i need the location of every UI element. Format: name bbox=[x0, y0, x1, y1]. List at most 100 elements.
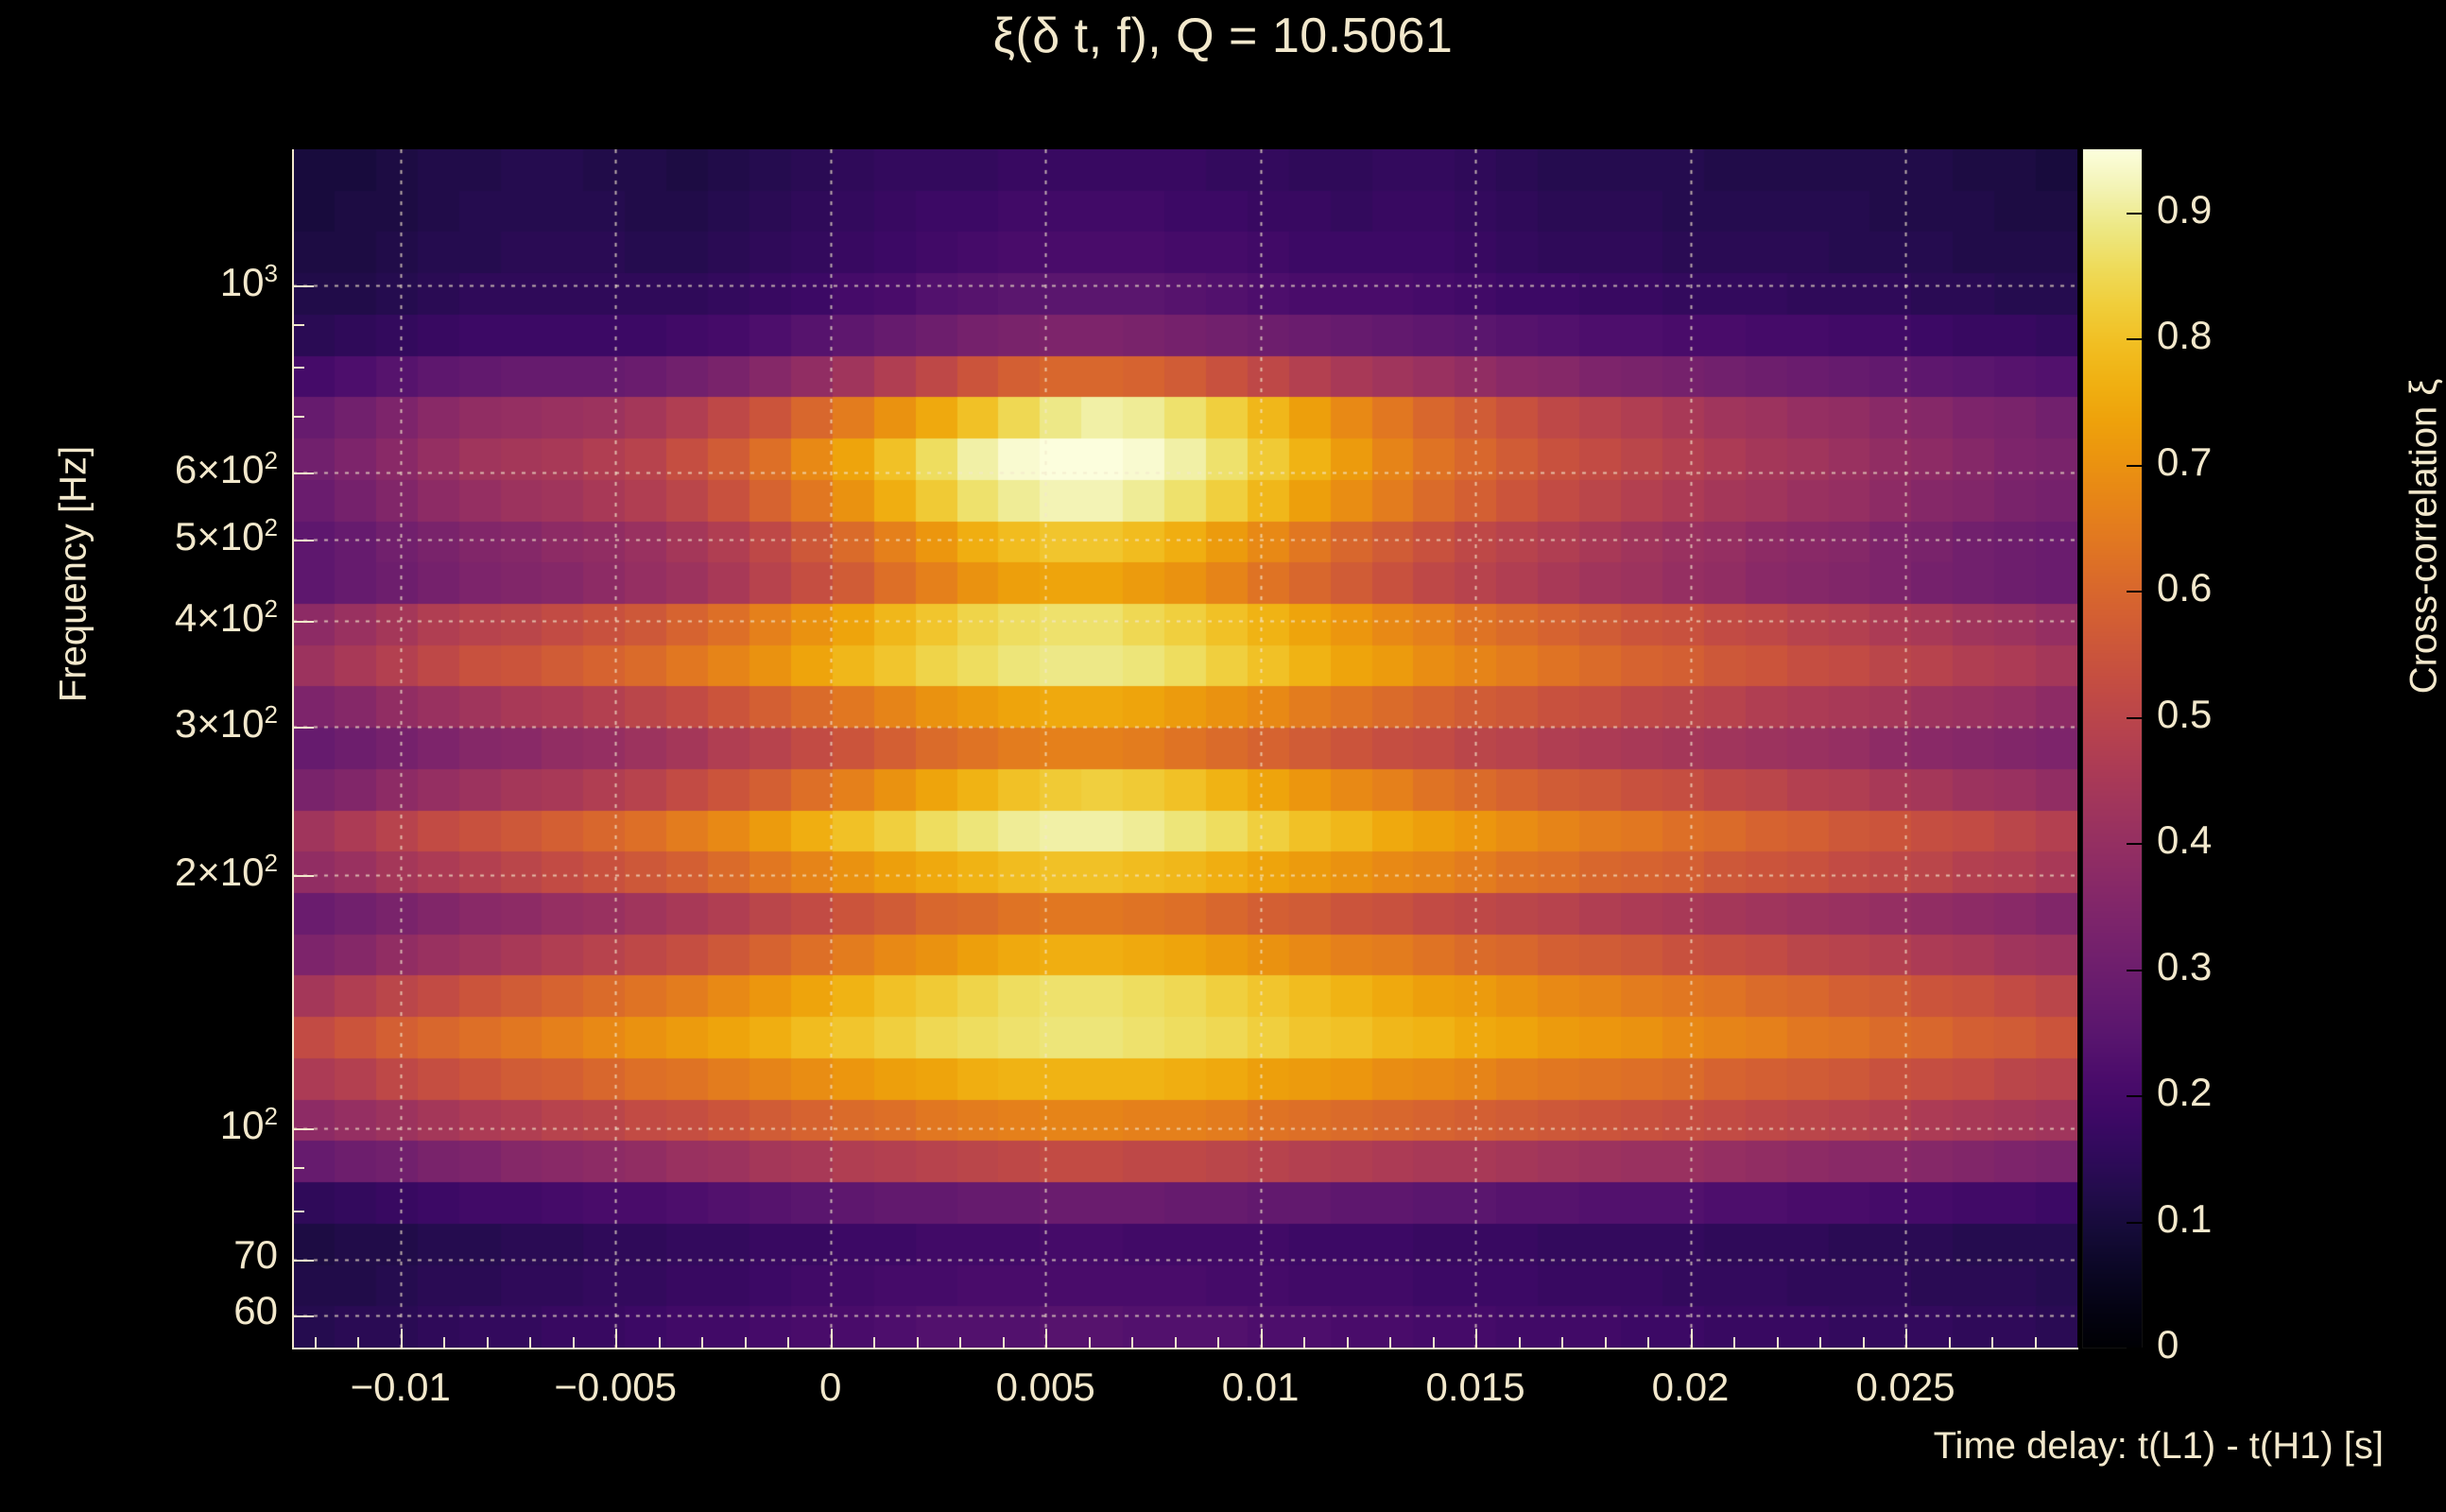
y-tick-minor-mark bbox=[293, 874, 304, 877]
x-tick-minor-mark bbox=[1604, 1337, 1607, 1348]
y-tick-label: 2×102 bbox=[174, 848, 278, 894]
y-tick-minor-mark bbox=[293, 323, 304, 326]
x-tick-minor-mark bbox=[529, 1337, 532, 1348]
x-tick-minor-mark bbox=[1518, 1337, 1521, 1348]
x-tick-minor-mark bbox=[1389, 1337, 1392, 1348]
y-axis-line bbox=[292, 149, 294, 1349]
x-tick-minor-mark bbox=[1002, 1337, 1005, 1348]
x-tick-minor-mark bbox=[357, 1337, 360, 1348]
x-tick-label: 0 bbox=[818, 1365, 842, 1409]
x-tick-label: −0.005 bbox=[554, 1365, 678, 1409]
y-axis-title: Frequency [Hz] bbox=[52, 445, 95, 703]
colorbar-tick-mark bbox=[2127, 969, 2144, 971]
x-axis-title: Time delay: t(L1) - t(H1) [s] bbox=[1933, 1425, 2384, 1467]
colorbar-tick-mark bbox=[2127, 212, 2144, 215]
x-tick-label: 0.025 bbox=[1855, 1365, 1955, 1409]
x-axis-line bbox=[292, 1348, 2078, 1349]
x-tick-minor-mark bbox=[1561, 1337, 1564, 1348]
colorbar-tick-mark bbox=[2127, 716, 2144, 719]
colorbar-tick-mark bbox=[2127, 338, 2144, 341]
x-tick-minor-mark bbox=[701, 1337, 704, 1348]
colorbar-tick-label: 0.8 bbox=[2157, 313, 2213, 358]
x-tick-label: 0.005 bbox=[995, 1365, 1095, 1409]
y-tick-mark bbox=[293, 1128, 314, 1131]
colorbar-tick-mark bbox=[2127, 591, 2144, 593]
x-tick-minor-mark bbox=[572, 1337, 575, 1348]
colorbar-tick-mark bbox=[2127, 1221, 2144, 1224]
x-tick-label: 0.02 bbox=[1651, 1365, 1730, 1409]
y-tick-minor-mark bbox=[293, 726, 304, 729]
x-tick-minor-mark bbox=[1303, 1337, 1306, 1348]
x-tick-minor-mark bbox=[1733, 1337, 1736, 1348]
colorbar-tick-mark bbox=[2127, 1095, 2144, 1098]
x-tick-minor-mark bbox=[1948, 1337, 1951, 1348]
colorbar-tick-label: 0.7 bbox=[2157, 438, 2213, 484]
y-tick-label: 103 bbox=[219, 258, 278, 304]
x-tick-minor-mark bbox=[1088, 1337, 1091, 1348]
x-tick-minor-mark bbox=[916, 1337, 919, 1348]
x-tick-minor-mark bbox=[1217, 1337, 1220, 1348]
y-tick-minor-mark bbox=[293, 416, 304, 419]
x-tick-minor-mark bbox=[658, 1337, 661, 1348]
heatmap-image bbox=[293, 149, 2077, 1348]
colorbar-tick-label: 0.2 bbox=[2157, 1070, 2213, 1115]
x-tick-minor-mark bbox=[1131, 1337, 1134, 1348]
x-tick-mark bbox=[1260, 1329, 1263, 1348]
x-tick-mark bbox=[1905, 1329, 1908, 1348]
x-tick-label: 0.015 bbox=[1425, 1365, 1525, 1409]
x-tick-minor-mark bbox=[1991, 1337, 1993, 1348]
heatmap-plot-area[interactable] bbox=[293, 149, 2077, 1348]
y-tick-mark bbox=[293, 284, 314, 287]
x-tick-minor-mark bbox=[486, 1337, 489, 1348]
colorbar-tick-label: 0 bbox=[2157, 1322, 2179, 1366]
x-tick-minor-mark bbox=[443, 1337, 446, 1348]
colorbar[interactable] bbox=[2083, 149, 2142, 1348]
x-tick-minor-mark bbox=[1174, 1337, 1177, 1348]
colorbar-title: Cross-correlation ξ bbox=[2403, 378, 2445, 695]
x-tick-minor-mark bbox=[873, 1337, 876, 1348]
x-tick-minor-mark bbox=[1862, 1337, 1865, 1348]
x-tick-minor-mark bbox=[1346, 1337, 1349, 1348]
colorbar-tick-label: 0.5 bbox=[2157, 691, 2213, 736]
colorbar-tick-label: 0.4 bbox=[2157, 817, 2213, 863]
y-tick-label: 70 bbox=[233, 1231, 278, 1277]
x-tick-mark bbox=[615, 1329, 618, 1348]
colorbar-tick-label: 0.3 bbox=[2157, 943, 2213, 988]
x-tick-label: −0.01 bbox=[350, 1365, 451, 1409]
y-tick-label: 6×102 bbox=[174, 445, 278, 491]
y-tick-label: 4×102 bbox=[174, 594, 278, 641]
y-tick-minor-mark bbox=[293, 1315, 304, 1318]
figure-title: ξ(δ t, f), Q = 10.5061 bbox=[992, 9, 1454, 63]
colorbar-gradient bbox=[2083, 149, 2142, 1348]
x-tick-minor-mark bbox=[2034, 1337, 2037, 1348]
x-tick-mark bbox=[400, 1329, 403, 1348]
colorbar-tick-label: 0.6 bbox=[2157, 565, 2213, 610]
x-tick-minor-mark bbox=[1432, 1337, 1435, 1348]
y-tick-label: 3×102 bbox=[174, 699, 278, 746]
y-tick-label: 5×102 bbox=[174, 512, 278, 558]
x-tick-minor-mark bbox=[1776, 1337, 1779, 1348]
colorbar-tick-label: 0.9 bbox=[2157, 186, 2213, 232]
x-tick-minor-mark bbox=[744, 1337, 747, 1348]
y-tick-minor-mark bbox=[293, 1210, 304, 1212]
colorbar-tick-mark bbox=[2127, 464, 2144, 467]
x-tick-minor-mark bbox=[314, 1337, 317, 1348]
x-tick-minor-mark bbox=[1819, 1337, 1822, 1348]
colorbar-tick-label: 0.1 bbox=[2157, 1195, 2213, 1241]
y-tick-label: 102 bbox=[219, 1102, 278, 1148]
y-tick-minor-mark bbox=[293, 472, 304, 474]
colorbar-tick-mark bbox=[2127, 843, 2144, 846]
x-tick-mark bbox=[1690, 1329, 1693, 1348]
x-tick-minor-mark bbox=[1647, 1337, 1650, 1348]
x-tick-label: 0.01 bbox=[1221, 1365, 1300, 1409]
x-tick-mark bbox=[1475, 1329, 1478, 1348]
colorbar-tick-mark bbox=[2127, 1348, 2144, 1349]
x-tick-minor-mark bbox=[787, 1337, 790, 1348]
x-tick-mark bbox=[830, 1329, 833, 1348]
y-tick-minor-mark bbox=[293, 539, 304, 541]
y-tick-label: 60 bbox=[233, 1288, 278, 1333]
y-tick-minor-mark bbox=[293, 1167, 304, 1170]
y-tick-minor-mark bbox=[293, 621, 304, 624]
y-tick-minor-mark bbox=[293, 367, 304, 369]
